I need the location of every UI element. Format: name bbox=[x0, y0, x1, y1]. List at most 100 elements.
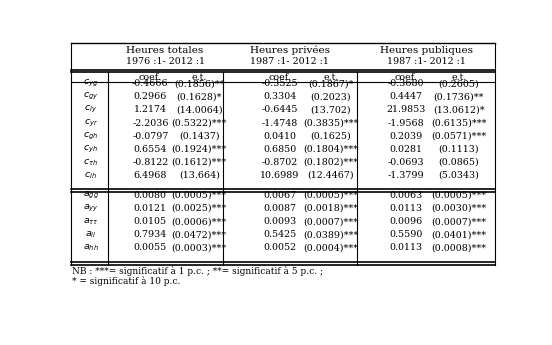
Text: 0.6554: 0.6554 bbox=[134, 145, 167, 154]
Text: (13.664): (13.664) bbox=[179, 171, 220, 180]
Text: (0.1113): (0.1113) bbox=[438, 145, 479, 154]
Text: -1.9568: -1.9568 bbox=[388, 119, 424, 128]
Text: * = significatif à 10 p.c.: * = significatif à 10 p.c. bbox=[72, 276, 181, 286]
Text: 0.0113: 0.0113 bbox=[390, 204, 423, 213]
Text: coef.: coef. bbox=[395, 73, 417, 82]
Text: $a_{gg}$: $a_{gg}$ bbox=[83, 190, 99, 201]
Text: 0.0063: 0.0063 bbox=[390, 191, 423, 200]
Text: 0.5425: 0.5425 bbox=[263, 230, 296, 239]
Text: (0.1625): (0.1625) bbox=[311, 131, 351, 141]
Text: 0.0087: 0.0087 bbox=[263, 204, 296, 213]
Text: (0.0472)***: (0.0472)*** bbox=[172, 230, 227, 239]
Text: (0.0006)***: (0.0006)*** bbox=[172, 217, 227, 226]
Text: (0.0004)***: (0.0004)*** bbox=[304, 243, 358, 252]
Text: (0.0008)***: (0.0008)*** bbox=[431, 243, 486, 252]
Text: (0.1856)**: (0.1856)** bbox=[174, 79, 225, 88]
Text: (0.2023): (0.2023) bbox=[311, 92, 351, 101]
Text: 1.2174: 1.2174 bbox=[134, 106, 167, 115]
Text: (0.1736)**: (0.1736)** bbox=[433, 92, 484, 101]
Text: (0.6135)***: (0.6135)*** bbox=[431, 119, 486, 128]
Text: (0.0389)***: (0.0389)*** bbox=[303, 230, 359, 239]
Text: 1987 :1- 2012 :1: 1987 :1- 2012 :1 bbox=[251, 57, 330, 66]
Text: 0.0105: 0.0105 bbox=[134, 217, 167, 226]
Text: (0.0003)***: (0.0003)*** bbox=[172, 243, 227, 252]
Text: 0.0096: 0.0096 bbox=[390, 217, 423, 226]
Text: e.t.: e.t. bbox=[192, 73, 207, 82]
Text: -0.0693: -0.0693 bbox=[388, 158, 424, 167]
Text: 0.0113: 0.0113 bbox=[390, 243, 423, 252]
Text: 0.6850: 0.6850 bbox=[263, 145, 296, 154]
Text: $a_{yy}$: $a_{yy}$ bbox=[83, 203, 99, 214]
Text: $c_{gy}$: $c_{gy}$ bbox=[83, 91, 98, 102]
Text: 0.0410: 0.0410 bbox=[263, 131, 296, 141]
Text: 0.0052: 0.0052 bbox=[263, 243, 296, 252]
Text: $c_{yg}$: $c_{yg}$ bbox=[83, 78, 98, 89]
Text: (0.3835)***: (0.3835)*** bbox=[303, 119, 359, 128]
Text: -0.8702: -0.8702 bbox=[262, 158, 298, 167]
Text: (13.702): (13.702) bbox=[311, 106, 351, 115]
Text: 0.0121: 0.0121 bbox=[134, 204, 167, 213]
Text: (0.0005)***: (0.0005)*** bbox=[431, 191, 486, 200]
Text: -0.0797: -0.0797 bbox=[132, 131, 168, 141]
Text: $a_{\tau\tau}$: $a_{\tau\tau}$ bbox=[83, 216, 99, 227]
Text: (0.1924)***: (0.1924)*** bbox=[172, 145, 227, 154]
Text: (0.0025)***: (0.0025)*** bbox=[172, 204, 227, 213]
Text: 10.6989: 10.6989 bbox=[260, 171, 300, 180]
Text: $a_{hh}$: $a_{hh}$ bbox=[83, 243, 99, 253]
Text: (0.0571)***: (0.0571)*** bbox=[431, 131, 486, 141]
Text: (0.0005)***: (0.0005)*** bbox=[172, 191, 227, 200]
Text: (12.4467): (12.4467) bbox=[307, 171, 354, 180]
Text: (0.1867)*: (0.1867)* bbox=[308, 79, 354, 88]
Text: 0.7934: 0.7934 bbox=[134, 230, 167, 239]
Text: (0.0018)***: (0.0018)*** bbox=[304, 204, 358, 213]
Text: coef.: coef. bbox=[139, 73, 162, 82]
Text: (0.0401)***: (0.0401)*** bbox=[431, 230, 486, 239]
Text: (0.1437): (0.1437) bbox=[179, 131, 220, 141]
Text: (0.2605): (0.2605) bbox=[438, 79, 479, 88]
Text: $c_{ih}$: $c_{ih}$ bbox=[84, 170, 97, 181]
Text: (14.0064): (14.0064) bbox=[176, 106, 222, 115]
Text: 0.0055: 0.0055 bbox=[134, 243, 167, 252]
Text: (0.0865): (0.0865) bbox=[438, 158, 479, 167]
Text: $c_{yh}$: $c_{yh}$ bbox=[83, 144, 98, 155]
Text: $c_{iy}$: $c_{iy}$ bbox=[84, 105, 97, 116]
Text: -0.3680: -0.3680 bbox=[388, 79, 424, 88]
Text: -0.8122: -0.8122 bbox=[132, 158, 168, 167]
Text: (0.5322)***: (0.5322)*** bbox=[172, 119, 227, 128]
Text: -0.3525: -0.3525 bbox=[262, 79, 298, 88]
Text: e.t.: e.t. bbox=[451, 73, 466, 82]
Text: 0.0080: 0.0080 bbox=[134, 191, 167, 200]
Text: coef.: coef. bbox=[268, 73, 291, 82]
Text: 21.9853: 21.9853 bbox=[386, 106, 426, 115]
Text: 0.4447: 0.4447 bbox=[390, 92, 423, 101]
Text: (0.0007)***: (0.0007)*** bbox=[431, 217, 486, 226]
Text: 0.3304: 0.3304 bbox=[263, 92, 296, 101]
Text: 0.2966: 0.2966 bbox=[134, 92, 167, 101]
Text: (0.0005)***: (0.0005)*** bbox=[304, 191, 359, 200]
Text: (0.1612)***: (0.1612)*** bbox=[172, 158, 227, 167]
Text: -0.4666: -0.4666 bbox=[132, 79, 169, 88]
Text: 6.4968: 6.4968 bbox=[134, 171, 167, 180]
Text: 0.2039: 0.2039 bbox=[390, 131, 423, 141]
Text: 0.0067: 0.0067 bbox=[263, 191, 296, 200]
Text: (5.0343): (5.0343) bbox=[438, 171, 479, 180]
Text: -1.3799: -1.3799 bbox=[388, 171, 424, 180]
Text: $c_{yr}$: $c_{yr}$ bbox=[83, 117, 98, 129]
Text: (0.1802)***: (0.1802)*** bbox=[304, 158, 358, 167]
Text: Heures totales: Heures totales bbox=[126, 46, 204, 55]
Text: (13.0612)*: (13.0612)* bbox=[433, 106, 485, 115]
Text: 0.5590: 0.5590 bbox=[390, 230, 423, 239]
Text: Heures privées: Heures privées bbox=[250, 46, 330, 56]
Text: 1987 :1- 2012 :1: 1987 :1- 2012 :1 bbox=[387, 57, 466, 66]
Text: (0.0007)***: (0.0007)*** bbox=[304, 217, 358, 226]
Text: -1.4748: -1.4748 bbox=[262, 119, 298, 128]
Text: $a_{ii}$: $a_{ii}$ bbox=[85, 229, 97, 240]
Text: $c_{gh}$: $c_{gh}$ bbox=[83, 130, 98, 142]
Text: 1976 :1- 2012 :1: 1976 :1- 2012 :1 bbox=[126, 57, 205, 66]
Text: 0.0281: 0.0281 bbox=[390, 145, 423, 154]
Text: Heures publiques: Heures publiques bbox=[380, 46, 473, 55]
Text: e.t.: e.t. bbox=[323, 73, 338, 82]
Text: $c_{\tau h}$: $c_{\tau h}$ bbox=[83, 157, 98, 168]
Text: (0.0030)***: (0.0030)*** bbox=[431, 204, 486, 213]
Text: -0.6445: -0.6445 bbox=[262, 106, 298, 115]
